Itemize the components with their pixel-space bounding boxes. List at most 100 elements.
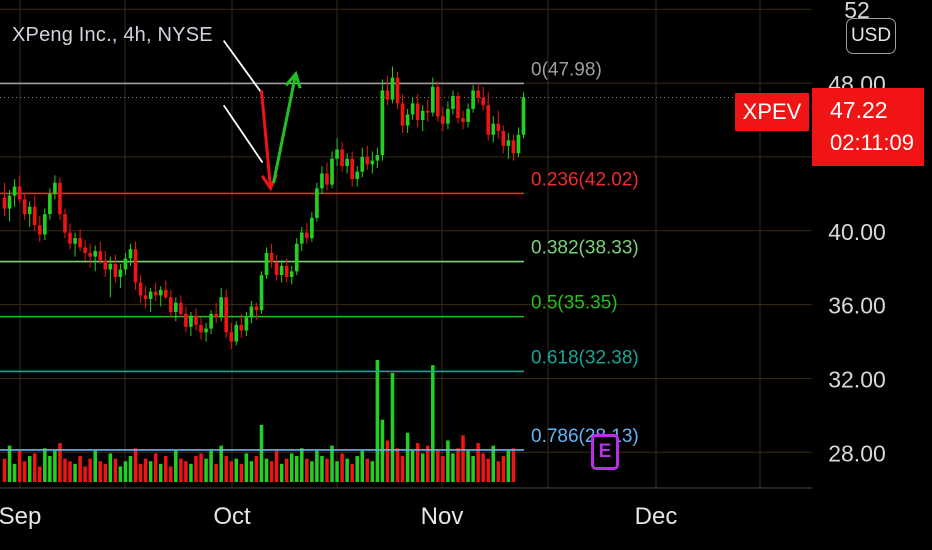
candle-body bbox=[274, 262, 279, 276]
candle-body bbox=[168, 297, 173, 312]
candle-body bbox=[158, 289, 163, 296]
volume-bar bbox=[259, 424, 264, 482]
candle-body bbox=[315, 188, 319, 218]
volume-bar bbox=[113, 458, 118, 482]
volume-bar bbox=[184, 461, 188, 482]
candle-body bbox=[78, 238, 82, 248]
candle-body bbox=[269, 252, 274, 263]
candle-body bbox=[108, 264, 113, 270]
candle-body bbox=[2, 197, 7, 209]
candle-body bbox=[451, 96, 455, 109]
volume-bar bbox=[305, 458, 309, 482]
chart-title: XPeng Inc., 4h, NYSE bbox=[12, 24, 213, 46]
candle-body bbox=[68, 232, 72, 244]
candle-body bbox=[194, 315, 198, 325]
volume-bar bbox=[405, 432, 410, 482]
x-tick-label: Dec bbox=[635, 503, 678, 530]
volume-bar bbox=[153, 453, 158, 482]
candle-body bbox=[466, 108, 470, 122]
candle-body bbox=[335, 149, 339, 159]
volume-bar bbox=[234, 458, 239, 482]
volume-bar bbox=[204, 458, 208, 482]
bar-countdown: 02:11:09 bbox=[830, 130, 915, 155]
volume-bar bbox=[194, 456, 198, 482]
last-price-value: 47.22 bbox=[830, 97, 888, 123]
candle-body bbox=[305, 232, 309, 239]
candle-body bbox=[461, 118, 465, 122]
volume-bar bbox=[410, 450, 415, 482]
candle-body bbox=[224, 297, 229, 333]
fib-level-label: 0(47.98) bbox=[531, 59, 602, 80]
volume-bar bbox=[179, 458, 183, 482]
candle-body bbox=[425, 110, 430, 113]
candle-body bbox=[7, 195, 12, 209]
candle-body bbox=[441, 116, 445, 124]
channel-line bbox=[222, 104, 264, 163]
volume-bar bbox=[249, 461, 254, 482]
volume-bar bbox=[17, 450, 22, 482]
candle-body bbox=[355, 171, 360, 180]
earnings-event-icon[interactable]: E bbox=[591, 434, 619, 470]
volume-bar bbox=[300, 448, 304, 482]
volume-bar bbox=[38, 466, 42, 482]
candle-body bbox=[179, 302, 183, 314]
volume-bar bbox=[189, 463, 193, 482]
volume-bar bbox=[48, 456, 52, 482]
candle-body bbox=[420, 110, 425, 120]
volume-bar bbox=[12, 463, 17, 482]
volume-bar bbox=[138, 463, 143, 482]
candle-body bbox=[385, 90, 390, 100]
candle-body bbox=[365, 156, 370, 165]
candle-body bbox=[113, 264, 118, 277]
volume-bar bbox=[289, 453, 294, 482]
candle-body bbox=[279, 265, 284, 276]
volume-bar bbox=[7, 445, 12, 482]
candle-body bbox=[58, 182, 62, 215]
candle-body bbox=[32, 206, 37, 226]
volume-bar bbox=[244, 453, 249, 482]
candle-body bbox=[204, 328, 208, 333]
volume-bar bbox=[350, 463, 354, 482]
volume-bar bbox=[491, 445, 496, 482]
volume-bar bbox=[436, 450, 440, 482]
volume-bar bbox=[254, 456, 259, 482]
candle-body bbox=[289, 271, 294, 277]
candle-body bbox=[481, 97, 485, 106]
volume-bar bbox=[214, 463, 218, 482]
candle-body bbox=[254, 306, 259, 311]
candle-body bbox=[229, 332, 234, 342]
volume-bar bbox=[310, 461, 314, 482]
candle-body bbox=[370, 160, 375, 165]
candle-body bbox=[380, 90, 385, 156]
candle-body bbox=[350, 158, 354, 180]
volume-bar bbox=[83, 466, 87, 482]
time-axis[interactable]: Sep Oct Nov Dec bbox=[0, 503, 677, 530]
volume-bar bbox=[143, 458, 148, 482]
volume-bar bbox=[98, 461, 103, 482]
volume-bar bbox=[68, 461, 72, 482]
candle-body bbox=[98, 251, 103, 261]
candle-body bbox=[12, 186, 17, 196]
volume-bar bbox=[466, 450, 470, 482]
candle-body bbox=[184, 313, 188, 327]
drawings bbox=[222, 40, 302, 192]
candle-body bbox=[143, 295, 148, 300]
volume-bar bbox=[123, 461, 128, 482]
candle-body bbox=[506, 140, 511, 146]
projection-arrow-down bbox=[259, 90, 273, 189]
x-tick-label: Nov bbox=[421, 503, 464, 530]
candle-body bbox=[496, 123, 501, 132]
volume-bar bbox=[345, 458, 349, 482]
candle-body bbox=[299, 232, 304, 244]
fib-level-label: 0.618(32.38) bbox=[531, 347, 639, 368]
volume-bar bbox=[335, 461, 339, 482]
currency-button[interactable]: USD bbox=[846, 18, 896, 54]
candle-body bbox=[471, 90, 475, 109]
candle-body bbox=[375, 155, 380, 161]
volume-bar bbox=[441, 456, 445, 482]
volume-bar bbox=[400, 456, 405, 482]
candle-body bbox=[209, 313, 213, 329]
volume-bar bbox=[501, 456, 506, 482]
